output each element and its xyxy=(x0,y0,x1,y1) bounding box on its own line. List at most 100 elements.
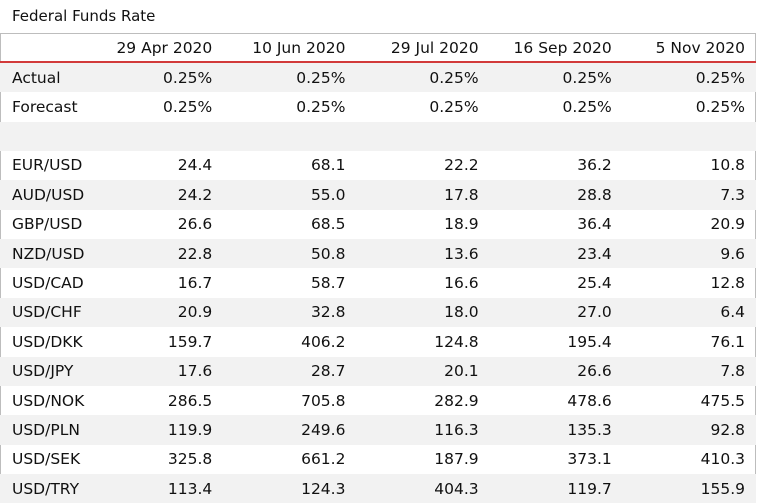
date-header: 5 Nov 2020 xyxy=(622,34,756,63)
value-cell: 373.1 xyxy=(567,450,612,469)
row-label: USD/DKK xyxy=(12,332,83,351)
value-cell: 661.2 xyxy=(301,450,346,469)
value-cell: 24.2 xyxy=(90,180,224,210)
value-cell: 406.2 xyxy=(301,332,346,351)
value-cell: 159.7 xyxy=(167,332,213,351)
value-cell: 116.3 xyxy=(356,415,490,445)
date-header: 10 Jun 2020 xyxy=(223,34,357,63)
value-cell: 18.0 xyxy=(356,297,490,328)
rates-table: 29 Apr 2020 10 Jun 2020 29 Jul 2020 16 S… xyxy=(0,34,756,503)
value-cell: 20.9 xyxy=(710,215,745,234)
value-cell: 13.6 xyxy=(356,238,490,269)
table-row: USD/CAD 16.7 58.7 16.6 25.4 12.8 xyxy=(0,268,756,297)
value-cell: 12.8 xyxy=(710,274,745,293)
row-label: GBP/USD xyxy=(12,215,83,234)
value-cell: 0.25% xyxy=(163,98,213,117)
value-cell: 18.9 xyxy=(444,215,479,234)
value-cell: 76.1 xyxy=(710,332,745,351)
value-cell: 24.4 xyxy=(177,156,213,175)
value-cell: 0.25% xyxy=(695,98,745,117)
row-label: EUR/USD xyxy=(12,156,83,175)
row-label: Actual xyxy=(0,62,91,93)
value-cell: 282.9 xyxy=(434,391,479,410)
value-cell: 9.6 xyxy=(622,238,756,269)
table-row: USD/JPY 17.6 28.7 20.1 26.6 7.8 xyxy=(0,356,756,386)
row-label: USD/CHF xyxy=(0,297,91,328)
table-row: USD/PLN 119.9 249.6 116.3 135.3 92.8 xyxy=(0,415,756,445)
value-cell: 17.6 xyxy=(90,356,224,386)
empty-cell xyxy=(0,121,91,151)
value-cell: 68.1 xyxy=(310,156,346,175)
value-cell: 6.4 xyxy=(622,297,756,328)
row-label: USD/SEK xyxy=(12,450,81,469)
value-cell: 68.5 xyxy=(310,215,346,234)
value-cell: 0.25% xyxy=(429,98,479,117)
table-row: GBP/USD 26.6 68.5 18.9 36.4 20.9 xyxy=(0,210,756,239)
value-cell: 92.8 xyxy=(622,415,756,445)
row-label: USD/CAD xyxy=(12,274,84,293)
value-cell: 124.3 xyxy=(223,474,357,503)
value-cell: 0.25% xyxy=(356,62,490,93)
corner-cell xyxy=(0,34,91,63)
value-cell: 404.3 xyxy=(356,474,490,503)
table-body: Actual 0.25% 0.25% 0.25% 0.25% 0.25% Forecast 0… xyxy=(0,62,756,503)
value-cell: 0.25% xyxy=(90,62,224,93)
empty-cell xyxy=(622,121,756,151)
empty-cell xyxy=(223,121,357,151)
empty-cell xyxy=(90,121,224,151)
value-cell: 28.7 xyxy=(223,356,357,386)
value-cell: 7.8 xyxy=(622,356,756,386)
value-cell: 0.25% xyxy=(562,98,612,117)
header-row: 29 Apr 2020 10 Jun 2020 29 Jul 2020 16 S… xyxy=(0,34,756,63)
value-cell: 187.9 xyxy=(434,450,479,469)
value-cell: 195.4 xyxy=(567,332,612,351)
value-cell: 0.25% xyxy=(223,62,357,93)
value-cell: 16.6 xyxy=(444,274,479,293)
row-label: USD/NOK xyxy=(12,391,85,410)
row-label: USD/PLN xyxy=(0,415,91,445)
table-title: Federal Funds Rate xyxy=(12,7,156,25)
value-cell: 22.2 xyxy=(444,156,479,175)
value-cell: 22.8 xyxy=(90,238,224,269)
value-cell: 475.5 xyxy=(700,391,745,410)
value-cell: 0.25% xyxy=(296,98,346,117)
empty-cell xyxy=(356,121,490,151)
value-cell: 26.6 xyxy=(489,356,623,386)
row-label: AUD/USD xyxy=(0,180,91,210)
value-cell: 325.8 xyxy=(167,450,213,469)
value-cell: 17.8 xyxy=(356,180,490,210)
value-cell: 119.9 xyxy=(90,415,224,445)
value-cell: 113.4 xyxy=(90,474,224,503)
value-cell: 26.6 xyxy=(177,215,213,234)
table-row: Forecast 0.25% 0.25% 0.25% 0.25% 0.25% xyxy=(0,92,756,121)
value-cell: 25.4 xyxy=(577,274,612,293)
date-header: 29 Apr 2020 xyxy=(90,34,224,63)
value-cell: 286.5 xyxy=(167,391,213,410)
row-label: NZD/USD xyxy=(0,238,91,269)
value-cell: 36.2 xyxy=(577,156,612,175)
value-cell: 32.8 xyxy=(223,297,357,328)
value-cell: 7.3 xyxy=(622,180,756,210)
table-row: USD/SEK 325.8 661.2 187.9 373.1 410.3 xyxy=(0,445,756,474)
value-cell: 36.4 xyxy=(577,215,612,234)
value-cell: 124.8 xyxy=(434,332,479,351)
date-header: 29 Jul 2020 xyxy=(356,34,490,63)
row-label: USD/TRY xyxy=(0,474,91,503)
value-cell: 0.25% xyxy=(489,62,623,93)
value-cell: 119.7 xyxy=(489,474,623,503)
value-cell: 155.9 xyxy=(622,474,756,503)
table-row: USD/NOK 286.5 705.8 282.9 478.6 475.5 xyxy=(0,386,756,415)
table-row: USD/TRY 113.4 124.3 404.3 119.7 155.9 xyxy=(0,474,756,503)
value-cell: 16.7 xyxy=(177,274,213,293)
value-cell: 50.8 xyxy=(223,238,357,269)
table-row: AUD/USD 24.2 55.0 17.8 28.8 7.3 xyxy=(0,180,756,210)
value-cell: 20.1 xyxy=(356,356,490,386)
value-cell: 55.0 xyxy=(223,180,357,210)
value-cell: 249.6 xyxy=(223,415,357,445)
value-cell: 28.8 xyxy=(489,180,623,210)
value-cell: 23.4 xyxy=(489,238,623,269)
row-label: USD/JPY xyxy=(0,356,91,386)
date-header: 16 Sep 2020 xyxy=(489,34,623,63)
table-row: Actual 0.25% 0.25% 0.25% 0.25% 0.25% xyxy=(0,62,756,93)
value-cell: 0.25% xyxy=(622,62,756,93)
